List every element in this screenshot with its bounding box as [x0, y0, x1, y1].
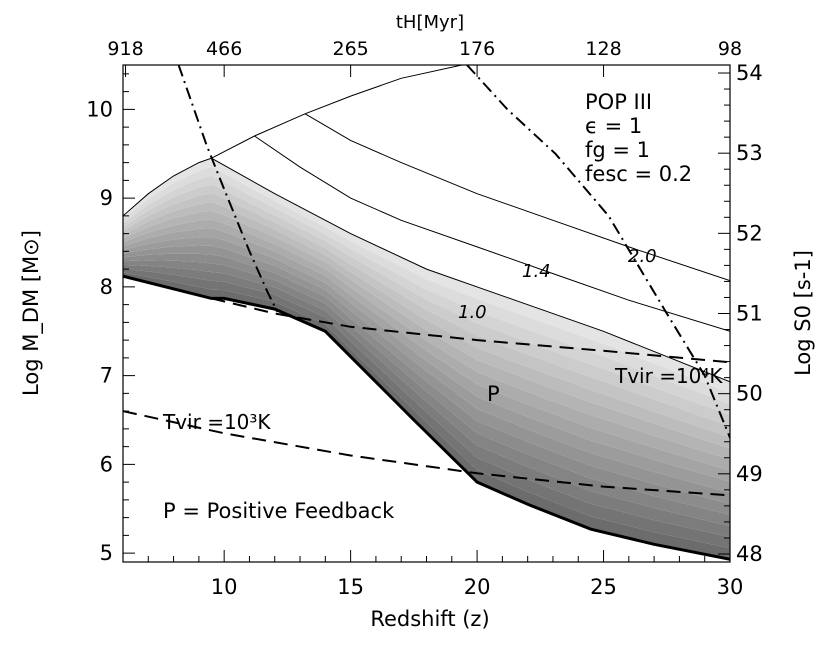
series-line-contour-2-0 — [304, 113, 730, 282]
top-tick-label: 918 — [107, 38, 143, 60]
contour-label-2-0: 2.0 — [628, 246, 657, 267]
x-tick-label: 30 — [717, 575, 744, 599]
series-line-shaded-region-upper-boundary — [123, 157, 730, 383]
x-tick-label: 20 — [464, 575, 491, 599]
shade-band — [123, 184, 730, 427]
parameter-box: POP III ϵ = 1 fg = 1 fesc = 0.2 — [585, 90, 692, 186]
y-right-tick-label: 53 — [736, 141, 763, 165]
y-axis-label-left: Log M_DM [M⊙] — [19, 230, 44, 396]
series-line-dash-dot-left — [177, 65, 279, 313]
series-line-contour-1-4 — [254, 135, 730, 332]
top-tick-label: 98 — [718, 38, 742, 60]
series-line-tvir-1e4-k — [211, 297, 730, 364]
legend-note: P = Positive Feedback — [163, 499, 395, 523]
shade-band — [123, 228, 730, 482]
y-axis-label-right: Log S0 [s-1] — [791, 250, 815, 376]
axis-ticks: 10 15 20 25 30 5 6 7 8 9 10 48 49 50 51 52 53 54 918 466 265… — [86, 38, 762, 599]
shade-band — [123, 202, 730, 449]
shade-band — [123, 253, 730, 515]
y-right-tick-label: 52 — [736, 221, 763, 245]
region-label: P — [487, 382, 500, 406]
y-right-tick-label: 48 — [736, 542, 763, 566]
y-tick-label: 5 — [100, 541, 113, 565]
series-line-tvir-1e3-k — [123, 410, 730, 497]
shade-band — [123, 210, 730, 460]
y-tick-label: 9 — [100, 186, 113, 210]
top-tick-label: 176 — [459, 38, 495, 60]
x-tick-label: 25 — [590, 575, 617, 599]
x-tick-label: 15 — [337, 575, 364, 599]
shade-band — [123, 219, 730, 471]
shade-band — [123, 158, 730, 393]
shade-band — [123, 260, 730, 527]
series-line-positive-feedback-lower-boundary — [123, 274, 730, 561]
top-tick-label: 466 — [206, 38, 242, 60]
tvir-1e4-label: Tvir =10⁴K — [614, 364, 723, 388]
param-fg: fg = 1 — [585, 138, 650, 162]
y-right-tick-label: 50 — [736, 382, 763, 406]
y-right-tick-label: 49 — [736, 462, 763, 486]
shade-band — [123, 193, 730, 438]
y-right-tick-label: 54 — [736, 61, 763, 85]
y-tick-label: 8 — [100, 275, 113, 299]
shade-band — [123, 237, 730, 493]
tvir-1e3-label: Tvir =10³K — [162, 410, 271, 434]
shade-band — [123, 175, 730, 416]
y-tick-label: 6 — [100, 452, 113, 476]
y-right-tick-label: 51 — [736, 302, 763, 326]
contour-label-1-0: 1.0 — [458, 302, 487, 323]
param-fesc: fesc = 0.2 — [585, 162, 692, 186]
top-tick-label: 128 — [585, 38, 621, 60]
contour-label-1-4: 1.4 — [522, 261, 551, 282]
shade-band — [123, 167, 730, 404]
series-line-envelope — [211, 65, 463, 159]
y-tick-label: 10 — [86, 97, 113, 121]
top-axis-label: tH[Myr] — [396, 12, 464, 33]
param-pop: POP III — [585, 90, 652, 114]
x-axis-label: Redshift (z) — [370, 607, 489, 631]
param-epsilon: ϵ = 1 — [585, 114, 642, 138]
series-lines — [123, 65, 730, 561]
top-tick-label: 265 — [332, 38, 368, 60]
shade-band — [123, 245, 730, 504]
x-tick-label: 10 — [211, 575, 238, 599]
y-tick-label: 7 — [100, 364, 113, 388]
shaded-region — [123, 158, 730, 560]
series-line-dash-dot-right — [466, 65, 730, 439]
